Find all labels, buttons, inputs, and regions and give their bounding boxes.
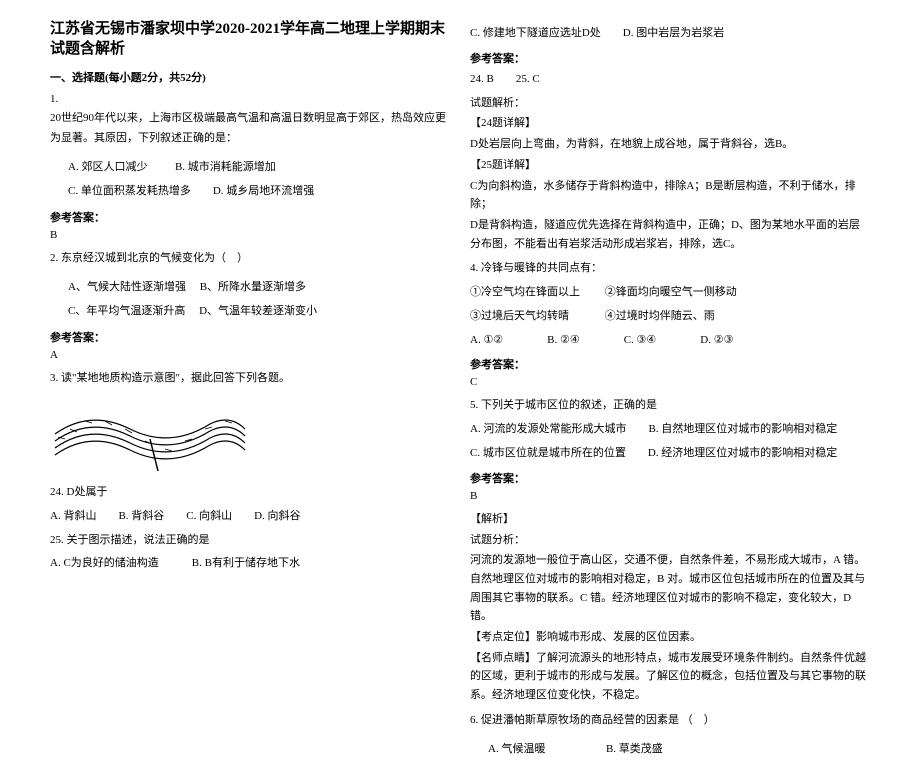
q5-kaodian: 【考点定位】影响城市形成、发展的区位因素。 — [470, 628, 870, 647]
q2-ans: A — [50, 349, 450, 361]
q25-optB: B. B有利于储存地下水 — [192, 557, 300, 569]
q2-options: A、气候大陆性逐渐增强 B、所降水量逐渐增多 C、年平均气温逐渐升高 D、气温年… — [68, 275, 450, 323]
det25-label: 【25题详解】 — [470, 156, 870, 175]
q1-optD: D. 城乡局地环流增强 — [213, 185, 314, 197]
det24-label: 【24题详解】 — [470, 114, 870, 133]
q5-num: 5. 下列关于城市区位的叙述，正确的是 — [470, 396, 870, 416]
q5-explain-sub: 试题分析： — [470, 531, 870, 550]
q6-opts: A. 气候温暖 B. 草类茂盛 — [488, 737, 870, 761]
q24-25-ans: 24. B 25. C — [470, 70, 870, 86]
q5-ab: A. 河流的发源处常能形成大城市 B. 自然地理区位对城市的影响相对稳定 — [470, 420, 870, 440]
q6-optB: B. 草类茂盛 — [606, 743, 663, 755]
q4-opt4: ④过境时均伴随云、雨 — [605, 310, 715, 322]
q5-optB: B. 自然地理区位对城市的影响相对稳定 — [648, 423, 837, 435]
q24-num: 24. D处属于 — [50, 483, 450, 503]
q5-explain-text: 河流的发源地一般位于高山区，交通不便，自然条件差，不易形成大城市，A 错。自然地… — [470, 551, 870, 626]
q25-num: 25. 关于图示描述，说法正确的是 — [50, 531, 450, 551]
q2-optD: D、气温年较差逐渐变小 — [199, 305, 317, 317]
det24-text: D处岩层向上弯曲，为背斜，在地貌上成谷地，属于背斜谷，选B。 — [470, 135, 870, 154]
page-title: 江苏省无锡市潘家坝中学2020-2021学年高二地理上学期期末试题含解析 — [50, 20, 450, 59]
geology-diagram — [50, 399, 250, 474]
q24-25-ans-label: 参考答案： — [470, 50, 870, 66]
q6-optA: A. 气候温暖 — [488, 743, 545, 755]
q24-opts: A. 背斜山 B. 背斜谷 C. 向斜山 D. 向斜谷 — [50, 507, 450, 527]
q25-opts: A. C为良好的储油构造 B. B有利于储存地下水 — [50, 554, 450, 574]
q1-ans-label: 参考答案： — [50, 209, 450, 225]
q4-opt1: ①冷空气均在锋面以上 — [470, 286, 580, 298]
q5-cd: C. 城市区位就是城市所在的位置 D. 经济地理区位对城市的影响相对稳定 — [470, 444, 870, 464]
q5-optA: A. 河流的发源处常能形成大城市 — [470, 423, 626, 435]
q2-optC: C、年平均气温逐渐升高 — [68, 305, 185, 317]
q1-options: A. 郊区人口减少 B. 城市消耗能源增加 C. 单位面积蒸发耗热增多 D. 城… — [68, 155, 450, 203]
q5-optC: C. 城市区位就是城市所在的位置 — [470, 447, 626, 459]
section-header: 一、选择题(每小题2分，共52分) — [50, 69, 450, 85]
q4-ans: C — [470, 376, 870, 388]
q6-num: 6. 促进潘帕斯草原牧场的商品经营的因素是 （ ） — [470, 711, 870, 731]
q25-cd: C. 修建地下隧道应选址D处 D. 图中岩层为岩浆岩 — [470, 24, 870, 44]
q4-opts34: ③过境后天气均转晴 ④过境时均伴随云、雨 — [470, 307, 870, 327]
q5-optD: D. 经济地理区位对城市的影响相对稳定 — [648, 447, 837, 459]
q25-optA: A. C为良好的储油构造 — [50, 557, 159, 569]
q1-num: 1. — [50, 93, 450, 105]
det25-text2: D是背斜构造，隧道应优先选择在背斜构造中，正确；D、图为某地水平面的岩层分布图，… — [470, 216, 870, 253]
q2-ans-label: 参考答案： — [50, 329, 450, 345]
q1-optB: B. 城市消耗能源增加 — [175, 161, 276, 173]
q5-ans-label: 参考答案： — [470, 470, 870, 486]
explain-label: 试题解析： — [470, 94, 870, 113]
q4-opt3: ③过境后天气均转晴 — [470, 310, 569, 322]
q1-ans: B — [50, 229, 450, 241]
q5-explain-label: 【解析】 — [470, 510, 870, 529]
q4-num: 4. 冷锋与暖锋的共同点有： — [470, 259, 870, 279]
q2-optA: A、气候大陆性逐渐增强 — [68, 281, 186, 293]
q4-opts12: ①冷空气均在锋面以上 ②锋面均向暖空气一侧移动 — [470, 283, 870, 303]
q5-ans: B — [470, 490, 870, 502]
q1-optC: C. 单位面积蒸发耗热增多 — [68, 185, 191, 197]
det25-text1: C为向斜构造，水多储存于背斜构造中，排除A；B是断层构造，不利于储水，排除； — [470, 177, 870, 214]
q2-num: 2. 东京经汉城到北京的气候变化为（ ） — [50, 249, 450, 269]
q3-num: 3. 读"某地地质构造示意图"，据此回答下列各题。 — [50, 369, 450, 389]
q4-ans-label: 参考答案： — [470, 356, 870, 372]
q4-abcd: A. ①② B. ②④ C. ③④ D. ②③ — [470, 331, 870, 351]
q2-optB: B、所降水量逐渐增多 — [200, 281, 306, 293]
q1-optA: A. 郊区人口减少 — [68, 161, 147, 173]
q1-text: 20世纪90年代以来，上海市区极端最高气温和高温日数明显高于郊区，热岛效应更为显… — [50, 109, 450, 149]
q4-opt2: ②锋面均向暖空气一侧移动 — [605, 286, 737, 298]
q5-mingshi: 【名师点睛】了解河流源头的地形特点，城市发展受环境条件制约。自然条件优越的区域，… — [470, 649, 870, 705]
